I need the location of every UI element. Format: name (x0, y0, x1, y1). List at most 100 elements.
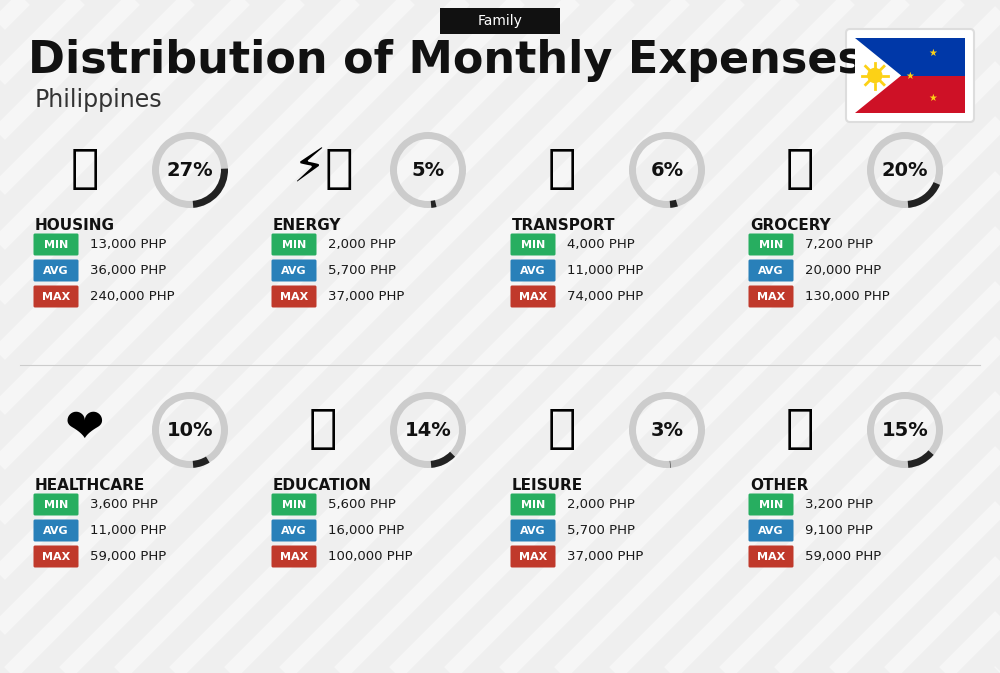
Wedge shape (193, 168, 228, 208)
Text: Distribution of Monthly Expenses: Distribution of Monthly Expenses (28, 38, 864, 81)
Text: 59,000 PHP: 59,000 PHP (805, 550, 881, 563)
FancyBboxPatch shape (440, 8, 560, 34)
Text: MAX: MAX (42, 291, 70, 302)
FancyBboxPatch shape (511, 520, 556, 542)
Text: 5,600 PHP: 5,600 PHP (328, 498, 396, 511)
Wedge shape (867, 392, 943, 468)
Text: AVG: AVG (520, 266, 546, 275)
Text: Philippines: Philippines (35, 88, 163, 112)
Text: AVG: AVG (758, 266, 784, 275)
Wedge shape (390, 392, 466, 468)
Circle shape (868, 69, 882, 83)
Text: AVG: AVG (758, 526, 784, 536)
Text: OTHER: OTHER (750, 478, 808, 493)
FancyBboxPatch shape (748, 493, 794, 516)
Text: ENERGY: ENERGY (273, 217, 342, 232)
Text: 7,200 PHP: 7,200 PHP (805, 238, 873, 251)
Text: 74,000 PHP: 74,000 PHP (567, 290, 643, 303)
Text: 13,000 PHP: 13,000 PHP (90, 238, 166, 251)
Text: 14%: 14% (405, 421, 451, 439)
Polygon shape (855, 38, 901, 113)
FancyBboxPatch shape (855, 38, 965, 75)
Text: MAX: MAX (519, 551, 547, 561)
Text: ⚡🏠: ⚡🏠 (292, 147, 354, 192)
Text: 5%: 5% (411, 160, 445, 180)
FancyBboxPatch shape (272, 260, 316, 281)
Text: 27%: 27% (167, 160, 213, 180)
Text: MAX: MAX (280, 291, 308, 302)
Text: 6%: 6% (650, 160, 684, 180)
Text: MIN: MIN (44, 240, 68, 250)
FancyBboxPatch shape (748, 546, 794, 567)
Wedge shape (629, 392, 705, 468)
Wedge shape (867, 132, 943, 208)
Wedge shape (629, 132, 705, 208)
Text: 37,000 PHP: 37,000 PHP (328, 290, 404, 303)
Text: 3%: 3% (650, 421, 684, 439)
Text: 37,000 PHP: 37,000 PHP (567, 550, 643, 563)
Text: AVG: AVG (43, 266, 69, 275)
Text: EDUCATION: EDUCATION (273, 478, 372, 493)
FancyBboxPatch shape (748, 285, 794, 308)
FancyBboxPatch shape (855, 75, 965, 113)
Text: MIN: MIN (282, 240, 306, 250)
Text: ★: ★ (929, 48, 937, 58)
Text: 🎓: 🎓 (309, 407, 337, 452)
FancyBboxPatch shape (272, 520, 316, 542)
Text: 3,600 PHP: 3,600 PHP (90, 498, 158, 511)
FancyBboxPatch shape (272, 285, 316, 308)
Text: 5,700 PHP: 5,700 PHP (567, 524, 635, 537)
Text: MAX: MAX (280, 551, 308, 561)
FancyBboxPatch shape (34, 546, 78, 567)
Text: 3,200 PHP: 3,200 PHP (805, 498, 873, 511)
Text: Family: Family (478, 14, 522, 28)
FancyBboxPatch shape (846, 29, 974, 122)
Text: AVG: AVG (43, 526, 69, 536)
Text: 20%: 20% (882, 160, 928, 180)
Text: 10%: 10% (167, 421, 213, 439)
Text: 36,000 PHP: 36,000 PHP (90, 264, 166, 277)
Wedge shape (193, 456, 210, 468)
Text: LEISURE: LEISURE (512, 478, 583, 493)
Text: 🚌: 🚌 (548, 147, 576, 192)
Text: 2,000 PHP: 2,000 PHP (328, 238, 396, 251)
FancyBboxPatch shape (272, 546, 316, 567)
FancyBboxPatch shape (511, 546, 556, 567)
Text: 💰: 💰 (786, 407, 814, 452)
FancyBboxPatch shape (748, 520, 794, 542)
Text: MIN: MIN (759, 499, 783, 509)
FancyBboxPatch shape (34, 260, 78, 281)
Text: ❤️: ❤️ (65, 407, 105, 452)
FancyBboxPatch shape (748, 260, 794, 281)
Text: 4,000 PHP: 4,000 PHP (567, 238, 635, 251)
Wedge shape (908, 450, 934, 468)
FancyBboxPatch shape (511, 285, 556, 308)
FancyBboxPatch shape (511, 260, 556, 281)
FancyBboxPatch shape (511, 493, 556, 516)
Text: MAX: MAX (42, 551, 70, 561)
Text: HOUSING: HOUSING (35, 217, 115, 232)
Text: MIN: MIN (44, 499, 68, 509)
Wedge shape (152, 392, 228, 468)
Text: 2,000 PHP: 2,000 PHP (567, 498, 635, 511)
Text: MAX: MAX (757, 291, 785, 302)
Wedge shape (431, 452, 455, 468)
Text: MIN: MIN (521, 499, 545, 509)
FancyBboxPatch shape (34, 285, 78, 308)
Text: 🛒: 🛒 (786, 147, 814, 192)
Text: AVG: AVG (281, 266, 307, 275)
Text: 5,700 PHP: 5,700 PHP (328, 264, 396, 277)
Wedge shape (152, 132, 228, 208)
FancyBboxPatch shape (748, 234, 794, 256)
Text: 240,000 PHP: 240,000 PHP (90, 290, 175, 303)
Text: 🛍️: 🛍️ (548, 407, 576, 452)
Text: MIN: MIN (759, 240, 783, 250)
Text: 11,000 PHP: 11,000 PHP (90, 524, 166, 537)
Text: 15%: 15% (882, 421, 928, 439)
Text: ★: ★ (906, 71, 914, 81)
Wedge shape (431, 200, 437, 208)
FancyBboxPatch shape (511, 234, 556, 256)
Text: 59,000 PHP: 59,000 PHP (90, 550, 166, 563)
Text: 130,000 PHP: 130,000 PHP (805, 290, 890, 303)
FancyBboxPatch shape (34, 520, 78, 542)
